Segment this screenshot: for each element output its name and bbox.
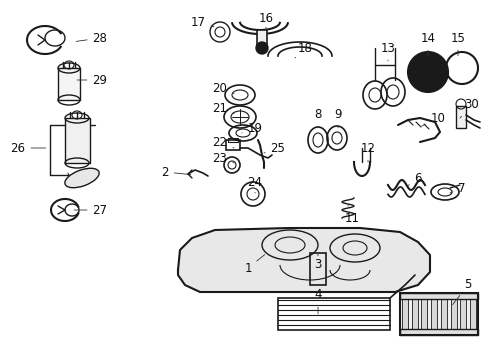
Text: 27: 27	[74, 203, 107, 216]
Text: 7: 7	[449, 181, 465, 194]
Text: 24: 24	[247, 176, 262, 193]
Bar	[225, 140, 240, 150]
Text: 17: 17	[190, 15, 214, 28]
Bar	[278, 298, 389, 330]
Text: 15: 15	[449, 31, 465, 56]
Text: 11: 11	[344, 205, 359, 225]
Text: 12: 12	[360, 141, 375, 162]
Text: 10: 10	[421, 112, 445, 126]
Text: 30: 30	[459, 99, 478, 118]
Bar	[58, 68, 80, 100]
Text: 20: 20	[212, 81, 234, 94]
Text: 16: 16	[258, 12, 273, 30]
Bar	[459, 293, 466, 335]
Bar	[455, 106, 465, 128]
Bar	[257, 30, 266, 48]
Bar	[401, 293, 407, 335]
Ellipse shape	[65, 168, 99, 188]
Text: 6: 6	[407, 171, 421, 185]
Text: 4: 4	[314, 288, 321, 314]
Bar	[430, 293, 436, 335]
Polygon shape	[178, 228, 429, 292]
Text: 19: 19	[242, 122, 262, 135]
Bar	[227, 138, 238, 142]
Bar	[450, 293, 456, 335]
Text: 26: 26	[10, 141, 46, 154]
Text: 3: 3	[314, 253, 321, 271]
Circle shape	[256, 42, 267, 54]
Text: 22: 22	[212, 136, 234, 149]
Text: 14: 14	[420, 31, 435, 56]
Bar	[309, 253, 325, 285]
Text: 21: 21	[212, 102, 234, 114]
Text: 8: 8	[314, 108, 321, 128]
Text: 2: 2	[161, 166, 190, 179]
Text: 18: 18	[294, 41, 312, 58]
Text: 28: 28	[76, 31, 107, 45]
Bar	[411, 293, 417, 335]
Bar	[440, 293, 446, 335]
Bar	[399, 293, 477, 335]
Bar	[399, 329, 477, 335]
Text: 25: 25	[264, 141, 285, 154]
Bar	[469, 293, 475, 335]
Bar	[421, 293, 427, 335]
Text: 5: 5	[451, 279, 471, 305]
Text: 1: 1	[244, 255, 264, 274]
Text: 23: 23	[212, 152, 234, 165]
Bar	[399, 293, 477, 299]
Text: 29: 29	[77, 73, 107, 86]
Text: 13: 13	[380, 41, 395, 61]
Bar	[65, 118, 90, 163]
Circle shape	[407, 52, 447, 92]
Bar	[399, 293, 477, 335]
Text: 9: 9	[334, 108, 341, 128]
